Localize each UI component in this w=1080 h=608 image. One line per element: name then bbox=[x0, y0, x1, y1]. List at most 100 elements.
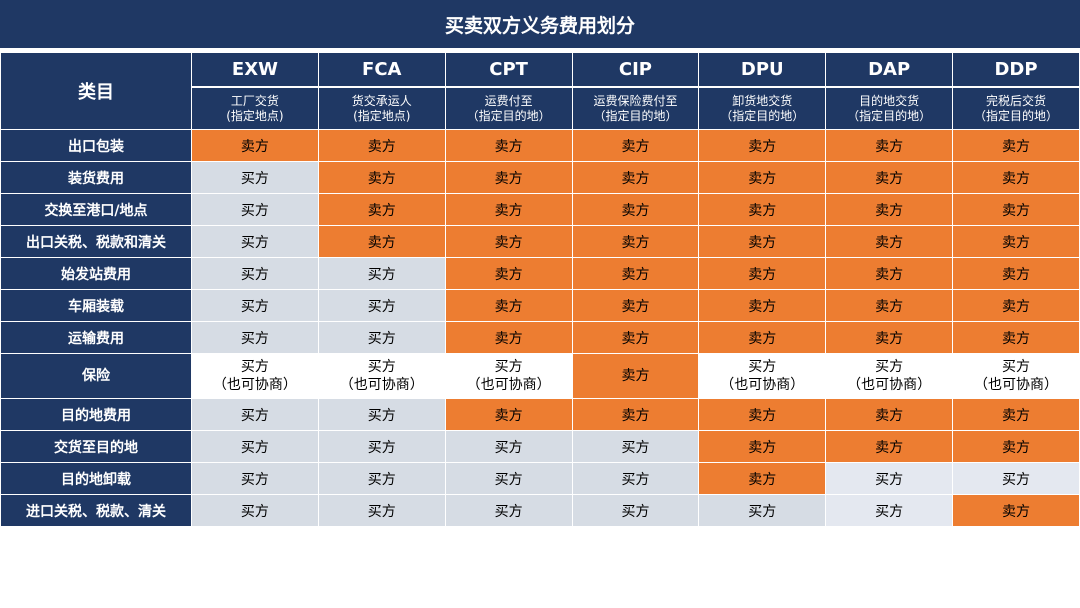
cell-party: 买方 bbox=[240, 439, 269, 456]
cell-party: 卖方 bbox=[621, 330, 650, 347]
cell-party: 买方 bbox=[367, 266, 396, 283]
term-desc-cpt: 运费付至 （指定目的地） bbox=[445, 87, 572, 129]
cell-party: 卖方 bbox=[367, 138, 396, 155]
term-code-fca: FCA bbox=[318, 53, 445, 86]
cell-note: （也可协商） bbox=[212, 377, 297, 393]
cell-party: 买方 bbox=[367, 407, 396, 424]
table-cell: 买方 bbox=[318, 258, 445, 289]
cell-party: 卖方 bbox=[621, 298, 650, 315]
term-code-dpu: DPU bbox=[699, 53, 826, 86]
row-label: 装货费用 bbox=[1, 162, 191, 193]
cell-party: 卖方 bbox=[1002, 330, 1031, 347]
header-desc-row: 工厂交货 (指定地点) 货交承运人 (指定地点) 运费付至 （指定目的地） 运费保险费… bbox=[1, 87, 1079, 129]
cell-party: 卖方 bbox=[875, 298, 904, 315]
cell-party: 卖方 bbox=[367, 170, 396, 187]
table-cell: 卖方 bbox=[445, 162, 572, 193]
table-cell: 卖方 bbox=[445, 226, 572, 257]
table-cell: 买方 bbox=[572, 463, 699, 494]
cell-party: 卖方 bbox=[748, 439, 777, 456]
term-desc-line1: 运费付至 bbox=[484, 93, 533, 108]
cell-party: 卖方 bbox=[494, 234, 523, 251]
cell-party: 买方 bbox=[621, 439, 650, 456]
cell-party: 卖方 bbox=[748, 170, 777, 187]
table-cell: 卖方 bbox=[318, 226, 445, 257]
table-cell: 卖方 bbox=[572, 226, 699, 257]
row-label: 交换至港口/地点 bbox=[1, 194, 191, 225]
term-code-ddp: DDP bbox=[953, 53, 1079, 86]
term-code-cip: CIP bbox=[572, 53, 699, 86]
cell-party: 买方 bbox=[621, 503, 650, 520]
incoterms-table: 类目 EXW FCA CPT CIP DPU DAP DDP 工厂交货 (指定地点… bbox=[0, 52, 1080, 527]
table-row: 运输费用 买方 买方 卖方 卖方 卖方 卖方 卖方 bbox=[1, 322, 1079, 353]
cell-party: 卖方 bbox=[748, 202, 777, 219]
row-label: 车厢装载 bbox=[1, 290, 191, 321]
cell-party: 卖方 bbox=[494, 170, 523, 187]
table-row: 车厢装载 买方 买方 卖方 卖方 卖方 卖方 卖方 bbox=[1, 290, 1079, 321]
table-cell: 买方 bbox=[445, 463, 572, 494]
row-label: 出口包装 bbox=[1, 130, 191, 161]
table-cell: 卖方 bbox=[826, 322, 953, 353]
term-desc-line1: 完税后交货 bbox=[986, 93, 1047, 108]
table-cell: 卖方 bbox=[572, 194, 699, 225]
cell-party: 卖方 bbox=[875, 407, 904, 424]
table-cell: 卖方 bbox=[318, 162, 445, 193]
cell-party: 卖方 bbox=[1002, 439, 1031, 456]
term-desc-line2: （指定目的地） bbox=[466, 108, 551, 123]
cell-party: 卖方 bbox=[494, 138, 523, 155]
term-desc-line1: 运费保险费付至 bbox=[593, 93, 678, 108]
header-code-row: 类目 EXW FCA CPT CIP DPU DAP DDP bbox=[1, 53, 1079, 129]
row-label: 交货至目的地 bbox=[1, 431, 191, 462]
cell-party: 卖方 bbox=[494, 202, 523, 219]
term-desc-line1: 工厂交货 bbox=[230, 93, 279, 108]
row-label: 目的地卸载 bbox=[1, 463, 191, 494]
cell-party: 买方 bbox=[240, 170, 269, 187]
cell-party: 卖方 bbox=[367, 202, 396, 219]
table-cell: 买方 bbox=[318, 431, 445, 462]
table-cell: 卖方 bbox=[953, 258, 1079, 289]
cell-note: （也可协商） bbox=[720, 377, 805, 393]
cell-party: 卖方 bbox=[1002, 138, 1031, 155]
cell-party: 买方 bbox=[494, 471, 523, 488]
term-desc-dap: 目的地交货 （指定目的地） bbox=[826, 87, 953, 129]
table-cell: 卖方 bbox=[445, 258, 572, 289]
row-label: 目的地费用 bbox=[1, 399, 191, 430]
table-cell: 买方 bbox=[826, 495, 953, 526]
row-label: 出口关税、税款和清关 bbox=[1, 226, 191, 257]
cell-party: 卖方 bbox=[875, 330, 904, 347]
cell-party: 卖方 bbox=[875, 170, 904, 187]
cell-party: 卖方 bbox=[494, 266, 523, 283]
cell-party: 买方 bbox=[240, 298, 269, 315]
table-cell: 卖方 bbox=[699, 194, 826, 225]
term-desc-line2: （指定目的地） bbox=[720, 108, 805, 123]
table-row: 始发站费用 买方 买方 卖方 卖方 卖方 卖方 卖方 bbox=[1, 258, 1079, 289]
cell-party: 卖方 bbox=[621, 138, 650, 155]
cell-party: 买方 bbox=[1002, 471, 1031, 488]
table-cell: 买方 bbox=[318, 495, 445, 526]
table-cell: 买方 （也可协商） bbox=[826, 354, 953, 398]
cell-party: 卖方 bbox=[1002, 503, 1031, 520]
table-cell: 卖方 bbox=[826, 431, 953, 462]
table-cell: 买方 （也可协商） bbox=[953, 354, 1079, 398]
cell-party: 卖方 bbox=[494, 330, 523, 347]
table-cell: 卖方 bbox=[572, 162, 699, 193]
term-desc-line1: 卸货地交货 bbox=[732, 93, 793, 108]
table-cell: 买方 bbox=[445, 495, 572, 526]
cell-party: 卖方 bbox=[494, 407, 523, 424]
cell-party: 买方 bbox=[367, 503, 396, 520]
table-cell: 卖方 bbox=[953, 290, 1079, 321]
table-cell: 卖方 bbox=[953, 162, 1079, 193]
table-cell: 卖方 bbox=[953, 495, 1079, 526]
cell-party: 买方 bbox=[748, 359, 777, 375]
table-cell: 卖方 bbox=[699, 431, 826, 462]
row-label: 运输费用 bbox=[1, 322, 191, 353]
cell-party: 卖方 bbox=[621, 368, 650, 384]
table-cell: 买方 bbox=[192, 495, 318, 526]
table-cell: 卖方 bbox=[699, 399, 826, 430]
table-row: 目的地费用 买方 买方 卖方 卖方 卖方 卖方 卖方 bbox=[1, 399, 1079, 430]
cell-party: 卖方 bbox=[1002, 266, 1031, 283]
cell-party: 买方 bbox=[875, 359, 904, 375]
table-cell: 卖方 bbox=[572, 258, 699, 289]
page-title: 买卖双方义务费用划分 bbox=[0, 0, 1080, 48]
table-cell: 买方 （也可协商） bbox=[445, 354, 572, 398]
table-cell: 买方 （也可协商） bbox=[699, 354, 826, 398]
